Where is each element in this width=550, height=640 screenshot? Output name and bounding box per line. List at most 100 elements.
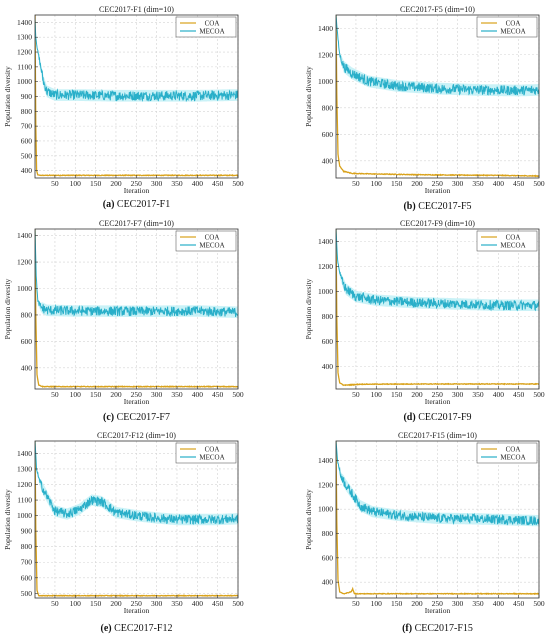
x-axis-label: Iteration (124, 186, 150, 195)
y-tick-label: 1300 (17, 33, 32, 42)
x-tick-label: 350 (472, 390, 484, 399)
x-tick-label: 400 (493, 179, 505, 188)
y-tick-label: 1200 (17, 258, 32, 267)
x-tick-label: 300 (151, 390, 163, 399)
x-tick-label: 300 (452, 179, 464, 188)
chart-panel-1: 50 100 150 200 250 300 350 400 450 500 400 500 600 70… (3, 5, 244, 210)
y-tick-label: 1200 (318, 480, 333, 489)
y-tick-label: 1400 (17, 231, 32, 240)
legend-label-COA: COA (506, 234, 521, 242)
chart-title: CEC2017-F9 (dim=10) (400, 219, 475, 228)
panel-caption: (c) CEC2017-F7 (103, 412, 170, 423)
x-tick-label: 200 (411, 390, 423, 399)
caption-letter: (e) (101, 623, 115, 634)
y-tick-label: 400 (21, 166, 33, 175)
legend-box (175, 16, 237, 38)
y-tick-label: 1200 (17, 480, 32, 489)
x-tick-label: 350 (472, 599, 484, 608)
x-tick-label: 50 (51, 390, 59, 399)
caption-letter: (f) (402, 623, 415, 634)
y-tick-label: 1000 (318, 505, 333, 514)
x-tick-label: 150 (391, 390, 403, 399)
x-tick-label: 150 (391, 179, 403, 188)
x-tick-label: 250 (432, 599, 444, 608)
x-tick-label: 50 (51, 179, 59, 188)
x-tick-label: 50 (352, 599, 360, 608)
x-tick-label: 200 (411, 179, 423, 188)
y-tick-label: 500 (21, 589, 33, 598)
y-tick-label: 1100 (17, 496, 32, 505)
y-tick-label: 1200 (318, 50, 333, 59)
x-tick-label: 250 (432, 179, 444, 188)
series-band-MECOA (336, 15, 539, 97)
x-tick-label: 450 (212, 179, 224, 188)
legend-label-COA: COA (506, 20, 521, 28)
y-tick-label: 1400 (318, 237, 333, 246)
x-tick-label: 450 (212, 599, 224, 608)
x-tick-label: 500 (232, 599, 244, 608)
legend-label-COA: COA (205, 20, 220, 28)
x-axis-label: Iteration (425, 606, 451, 615)
x-tick-label: 500 (533, 390, 545, 399)
caption-letter: (b) (403, 201, 418, 212)
x-tick-label: 150 (90, 390, 102, 399)
y-axis-label: Population diversity (304, 278, 313, 339)
chart-title: CEC2017-F15 (dim=10) (398, 431, 477, 440)
chart-title: CEC2017-F7 (dim=10) (99, 219, 174, 228)
x-tick-label: 200 (110, 179, 122, 188)
chart-panel-5: 50 100 150 200 250 300 350 400 450 500 500 600 700 80… (3, 431, 244, 634)
y-tick-label: 900 (21, 92, 33, 101)
caption-text: CEC2017-F1 (117, 199, 170, 210)
legend-label-MECOA: MECOA (500, 454, 525, 462)
y-axis-label: Population diversity (3, 489, 12, 550)
y-tick-label: 1000 (17, 77, 32, 86)
x-tick-label: 200 (110, 599, 122, 608)
x-tick-label: 300 (151, 599, 163, 608)
x-tick-label: 350 (171, 599, 183, 608)
x-tick-label: 100 (371, 390, 383, 399)
y-axis-label: Population diversity (304, 489, 313, 550)
y-tick-label: 1200 (17, 48, 32, 57)
series-group (336, 229, 539, 387)
x-tick-label: 400 (493, 599, 505, 608)
x-axis-label: Iteration (124, 606, 150, 615)
legend-box (175, 230, 237, 252)
x-tick-label: 100 (371, 179, 383, 188)
x-tick-label: 200 (411, 599, 423, 608)
y-tick-label: 1000 (318, 77, 333, 86)
y-tick-label: 600 (322, 553, 334, 562)
caption-letter: (c) (103, 412, 117, 423)
x-tick-label: 500 (533, 179, 545, 188)
x-tick-label: 400 (192, 179, 204, 188)
panel-caption: (b) CEC2017-F5 (403, 201, 471, 212)
y-tick-label: 1400 (17, 18, 32, 27)
y-tick-label: 1000 (17, 511, 32, 520)
y-tick-label: 700 (21, 122, 33, 131)
x-tick-label: 150 (90, 179, 102, 188)
legend-label-COA: COA (205, 234, 220, 242)
chart-title: CEC2017-F5 (dim=10) (400, 5, 475, 14)
y-tick-label: 700 (21, 558, 33, 567)
x-tick-label: 350 (171, 390, 183, 399)
series-line-MECOA (336, 229, 539, 312)
legend-label-MECOA: MECOA (199, 28, 224, 36)
caption-text: CEC2017-F5 (418, 201, 471, 212)
x-tick-label: 400 (493, 390, 505, 399)
legend-label-MECOA: MECOA (500, 28, 525, 36)
y-axis-label: Population diversity (3, 278, 12, 339)
legend-box (476, 442, 538, 464)
x-axis-label: Iteration (425, 397, 451, 406)
y-tick-label: 800 (322, 529, 334, 538)
legend-box (476, 230, 538, 252)
series-line-MECOA (35, 229, 238, 318)
x-tick-label: 250 (131, 179, 143, 188)
y-axis-label: Population diversity (304, 66, 313, 127)
y-tick-label: 1400 (318, 456, 333, 465)
series-line-MECOA (35, 441, 238, 525)
series-band-MECOA (336, 229, 539, 311)
